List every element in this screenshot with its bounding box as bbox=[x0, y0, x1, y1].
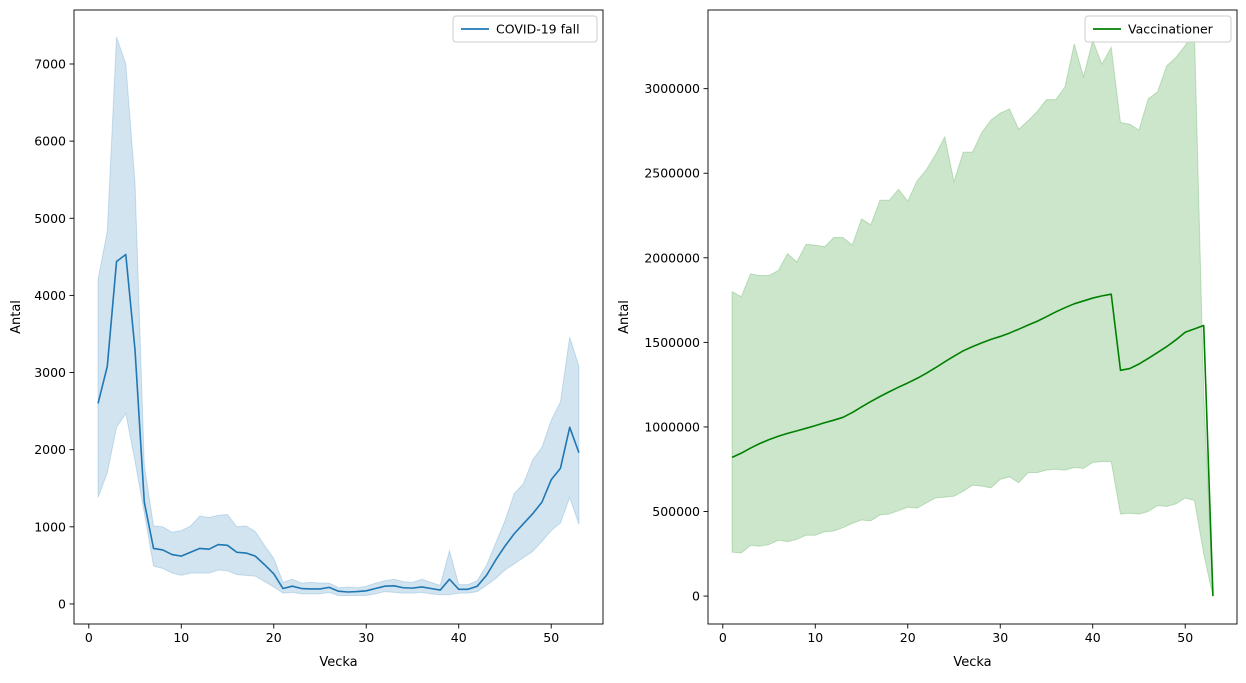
y-tick-label: 2500000 bbox=[644, 166, 700, 181]
y-axis-label: Antal bbox=[617, 300, 632, 334]
y-tick-label: 500000 bbox=[652, 504, 700, 519]
plot-area bbox=[731, 30, 1214, 597]
series-line bbox=[731, 293, 1214, 597]
legend: COVID-19 fall bbox=[452, 15, 598, 43]
y-tick-label: 7000 bbox=[34, 56, 66, 71]
y-tick-label: 1000000 bbox=[644, 419, 700, 434]
axes-frame bbox=[707, 9, 1238, 625]
x-tick-label: 40 bbox=[451, 630, 467, 645]
x-tick-label: 40 bbox=[1085, 630, 1101, 645]
x-tick-label: 30 bbox=[358, 630, 374, 645]
y-tick-label: 0 bbox=[692, 589, 700, 604]
x-axis-label: Vecka bbox=[319, 655, 357, 670]
confidence-band bbox=[731, 30, 1214, 597]
x-tick-label: 20 bbox=[266, 630, 282, 645]
axes-2: 0 10 20 30 40 50 0 500000 1000000 1500000 2000000 2… bbox=[617, 9, 1238, 670]
y-tick-label: 1500000 bbox=[644, 335, 700, 350]
axes-frame bbox=[73, 9, 604, 625]
y-tick-label: 1000 bbox=[34, 519, 66, 534]
y-tick-label: 6000 bbox=[34, 134, 66, 149]
x-tick-label: 0 bbox=[719, 630, 727, 645]
x-tick-label: 30 bbox=[992, 630, 1008, 645]
x-axis-label: Vecka bbox=[953, 655, 991, 670]
x-tick-label: 10 bbox=[173, 630, 189, 645]
x-tick-label: 50 bbox=[543, 630, 559, 645]
legend-label: COVID-19 fall bbox=[496, 22, 580, 37]
x-tick-label: 20 bbox=[900, 630, 916, 645]
legend: Vaccinationer bbox=[1084, 15, 1232, 43]
x-tick-label: 0 bbox=[85, 630, 93, 645]
y-tick-label: 5000 bbox=[34, 211, 66, 226]
series-line bbox=[97, 253, 580, 593]
axes-1: 0 10 20 30 40 50 0 1000 2000 3000 4000 5000 6000 7000… bbox=[9, 9, 604, 670]
y-tick-label: 4000 bbox=[34, 288, 66, 303]
y-tick-label: 3000000 bbox=[644, 81, 700, 96]
plot-area bbox=[97, 36, 580, 596]
legend-box bbox=[1084, 15, 1232, 43]
legend-label: Vaccinationer bbox=[1128, 22, 1214, 37]
x-tick-label: 10 bbox=[807, 630, 823, 645]
confidence-band bbox=[97, 36, 580, 596]
legend-box bbox=[452, 15, 598, 43]
y-tick-label: 3000 bbox=[34, 365, 66, 380]
y-axis-label: Antal bbox=[9, 300, 24, 334]
x-tick-label: 50 bbox=[1177, 630, 1193, 645]
y-tick-label: 2000 bbox=[34, 442, 66, 457]
y-tick-label: 0 bbox=[58, 596, 66, 611]
y-tick-label: 2000000 bbox=[644, 250, 700, 265]
